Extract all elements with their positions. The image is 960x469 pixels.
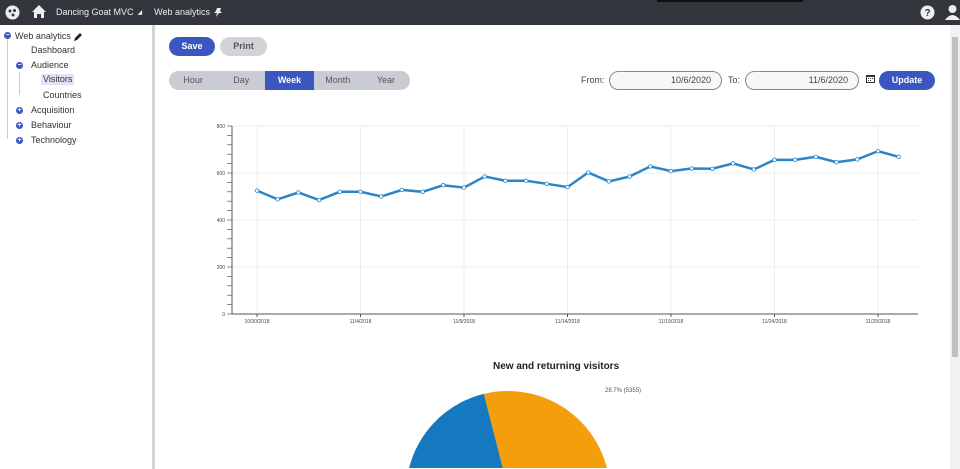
data-point bbox=[668, 168, 674, 174]
data-point bbox=[875, 148, 881, 154]
data-point bbox=[296, 190, 301, 195]
sidebar-item-technology[interactable]: Technology bbox=[31, 135, 77, 145]
sidebar-item-behaviour[interactable]: Behaviour bbox=[31, 120, 72, 130]
y-tick-label: 800 bbox=[217, 124, 226, 130]
data-point bbox=[441, 183, 446, 188]
y-tick-label: 0 bbox=[222, 312, 225, 318]
sidebar-item-countries[interactable]: Countries bbox=[43, 90, 82, 100]
active-tab-indicator bbox=[657, 0, 803, 2]
data-point bbox=[399, 187, 405, 193]
period-selector: Hour Day Week Month Year bbox=[169, 71, 410, 90]
data-point bbox=[772, 157, 777, 163]
y-tick-label: 200 bbox=[217, 265, 226, 271]
scrollbar[interactable] bbox=[950, 25, 960, 469]
data-point bbox=[275, 197, 280, 202]
pie-slice-new bbox=[417, 391, 610, 468]
data-point bbox=[813, 154, 819, 159]
sidebar-item-visitors[interactable]: Visitors bbox=[41, 74, 75, 85]
tree-root-row: Web analytics bbox=[15, 31, 83, 42]
print-button[interactable]: Print bbox=[220, 37, 267, 56]
expand-icon[interactable]: + bbox=[16, 107, 23, 114]
data-point bbox=[751, 167, 756, 172]
data-point bbox=[503, 178, 508, 183]
user-icon[interactable] bbox=[945, 4, 960, 21]
data-point bbox=[254, 188, 260, 193]
kentico-logo-icon[interactable] bbox=[5, 5, 20, 20]
from-date-input[interactable]: 10/6/2020 bbox=[609, 71, 722, 90]
tab-day[interactable]: Day bbox=[233, 75, 250, 85]
series-line bbox=[256, 149, 900, 202]
app-title: Web analytics bbox=[154, 7, 211, 17]
data-point bbox=[606, 179, 612, 184]
breadcrumb: Dancing Goat MVC ◢ Web analytics bbox=[56, 0, 223, 25]
x-tick-label: 11/9/2018 bbox=[453, 319, 475, 325]
top-bar: Dancing Goat MVC ◢ Web analytics ? bbox=[0, 0, 960, 25]
data-point bbox=[689, 166, 694, 171]
data-point bbox=[482, 174, 487, 179]
sidebar-item-audience[interactable]: Audience bbox=[31, 60, 69, 70]
data-point bbox=[544, 181, 549, 187]
data-point bbox=[586, 170, 591, 175]
data-point bbox=[358, 189, 363, 194]
data-point bbox=[730, 161, 736, 166]
data-point bbox=[834, 159, 839, 165]
sidebar-tree: − Web analytics Dashboard − Audience Vis… bbox=[0, 25, 152, 469]
expand-icon[interactable]: + bbox=[16, 137, 23, 144]
tab-month[interactable]: Month bbox=[325, 75, 351, 85]
data-point bbox=[565, 184, 570, 190]
pin-icon[interactable] bbox=[214, 8, 223, 17]
data-point bbox=[523, 178, 529, 183]
sidebar-item-acquisition[interactable]: Acquisition bbox=[31, 105, 75, 115]
sidebar-splitter[interactable] bbox=[152, 25, 155, 469]
data-point bbox=[337, 189, 342, 194]
site-selector[interactable]: Dancing Goat MVC bbox=[56, 7, 134, 17]
data-point bbox=[627, 174, 632, 179]
collapse-icon[interactable]: − bbox=[4, 32, 11, 39]
data-point bbox=[710, 166, 715, 171]
pie-title: New and returning visitors bbox=[493, 361, 620, 372]
x-tick-label: 11/29/2018 bbox=[866, 319, 891, 325]
data-point bbox=[855, 157, 860, 162]
x-tick-label: 10/30/2018 bbox=[244, 319, 269, 325]
data-point bbox=[896, 154, 901, 159]
x-tick-label: 11/24/2018 bbox=[762, 319, 787, 325]
scrollbar-thumb[interactable] bbox=[952, 37, 958, 357]
x-tick-label: 11/14/2018 bbox=[555, 319, 580, 325]
y-tick-label: 600 bbox=[217, 171, 226, 177]
from-label: From: bbox=[581, 75, 605, 85]
home-icon[interactable] bbox=[31, 4, 47, 19]
data-point bbox=[420, 189, 425, 194]
site-dropdown-icon[interactable]: ◢ bbox=[137, 9, 143, 16]
x-tick-label: 11/19/2018 bbox=[659, 319, 684, 325]
data-point bbox=[648, 164, 653, 169]
data-point bbox=[793, 157, 798, 163]
y-tick-label: 400 bbox=[217, 218, 226, 224]
tree-root-web-analytics[interactable]: Web analytics bbox=[15, 31, 71, 41]
to-label: To: bbox=[728, 75, 741, 85]
save-button[interactable]: Save bbox=[169, 37, 215, 56]
data-point bbox=[461, 185, 467, 190]
tab-hour[interactable]: Hour bbox=[183, 75, 203, 85]
update-button[interactable]: Update bbox=[879, 71, 935, 90]
collapse-icon[interactable]: − bbox=[16, 62, 23, 69]
help-icon[interactable]: ? bbox=[920, 5, 935, 20]
sidebar-item-dashboard[interactable]: Dashboard bbox=[31, 45, 76, 55]
to-date-input[interactable]: 11/6/2020 bbox=[745, 71, 859, 90]
tab-week[interactable]: Week bbox=[265, 71, 314, 90]
calendar-icon[interactable] bbox=[866, 74, 875, 83]
svg-text:?: ? bbox=[924, 8, 930, 19]
pie-label: 28.7% (5355) bbox=[605, 388, 642, 394]
pie-slice-returning bbox=[406, 393, 503, 468]
data-point bbox=[379, 194, 384, 199]
x-tick-label: 11/4/2018 bbox=[350, 319, 372, 325]
expand-icon[interactable]: + bbox=[16, 122, 23, 129]
edit-pencil-icon[interactable] bbox=[73, 32, 83, 41]
data-point bbox=[316, 197, 322, 203]
tab-year[interactable]: Year bbox=[376, 75, 395, 85]
